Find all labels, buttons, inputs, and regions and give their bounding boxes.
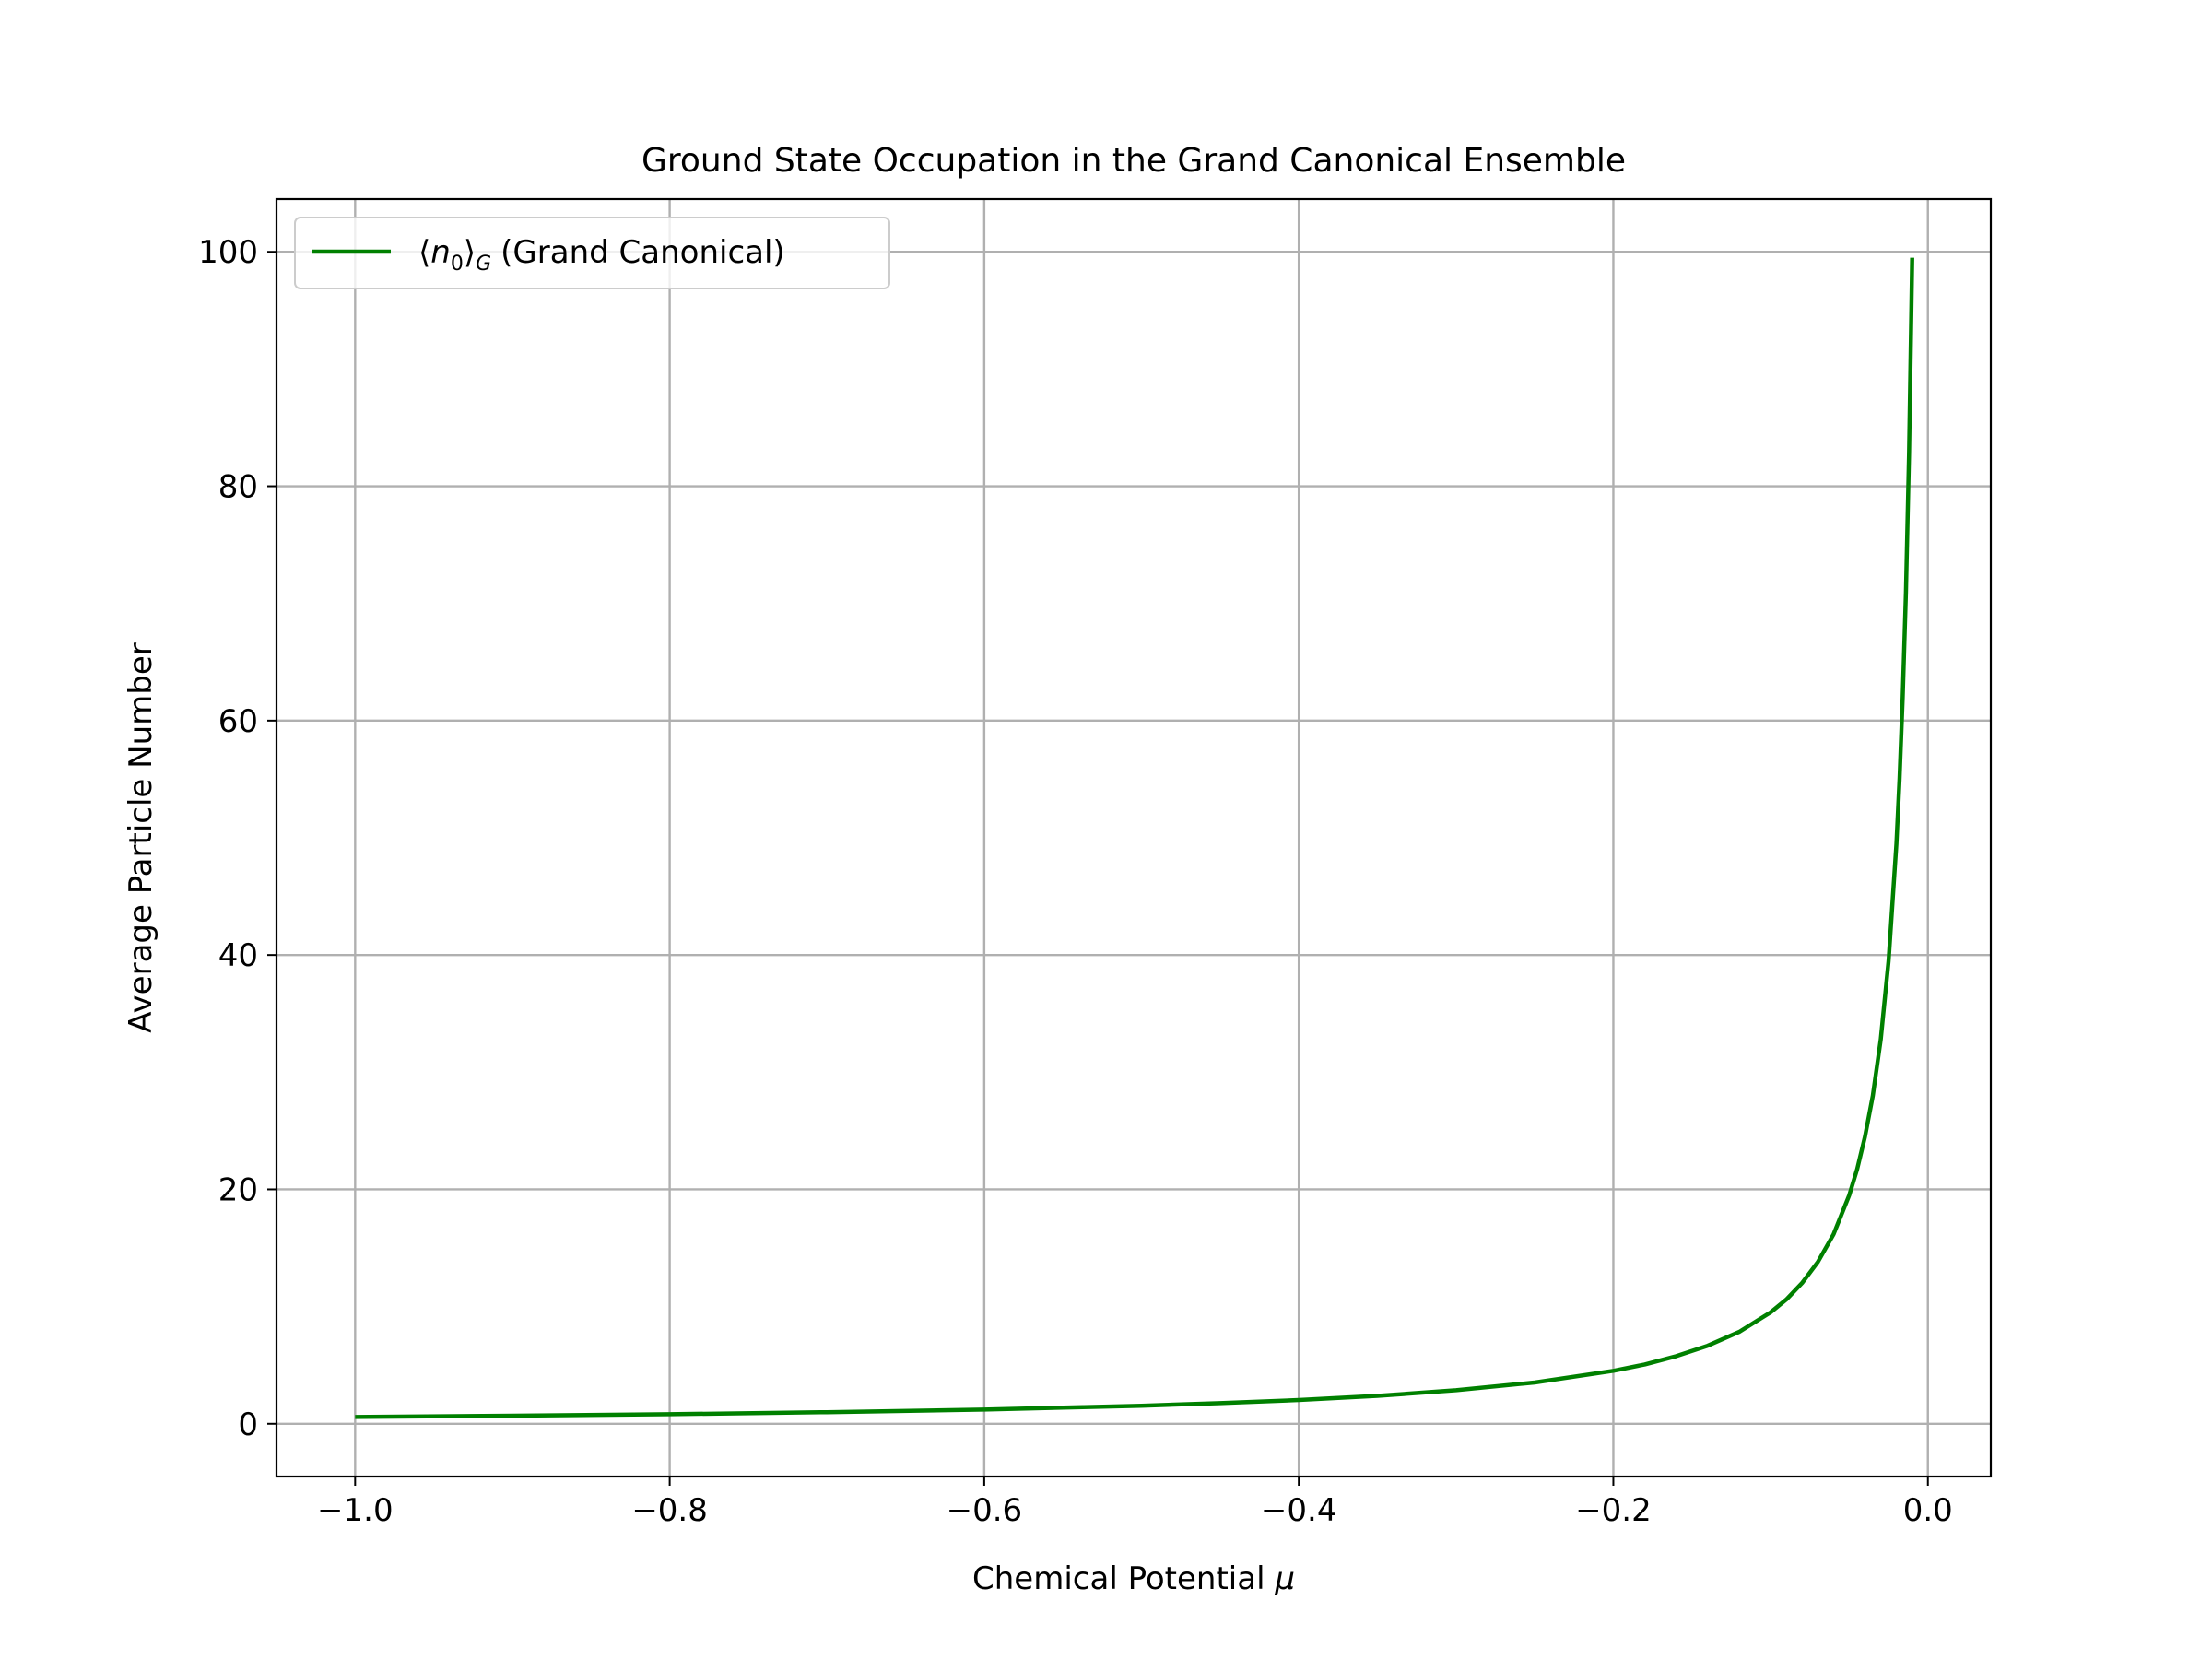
y-tick-label: 80	[218, 469, 258, 506]
x-tick-label: 0.0	[1903, 1492, 1953, 1529]
series-layer	[355, 257, 1914, 1419]
y-axis-label: Average Particle Number	[123, 642, 159, 1032]
x-tick-label: −0.2	[1575, 1492, 1652, 1529]
grid	[276, 199, 1991, 1477]
x-tick-label: −0.4	[1261, 1492, 1337, 1529]
legend: ⟨n0⟩G (Grand Canonical)	[294, 217, 890, 289]
y-axis: 0 20 40 60 80 100	[198, 234, 276, 1443]
series-line	[355, 257, 1914, 1419]
x-axis-label: Chemical Potential μ	[972, 1560, 1295, 1597]
y-tick-label: 40	[218, 937, 258, 974]
y-tick-label: 60	[218, 703, 258, 740]
y-tick-label: 20	[218, 1171, 258, 1208]
chart-title: Ground State Occupation in the Grand Can…	[641, 142, 1626, 180]
x-tick-label: −0.6	[947, 1492, 1023, 1529]
y-tick-label: 0	[238, 1406, 258, 1443]
x-tick-label: −1.0	[317, 1492, 394, 1529]
legend-box	[294, 217, 890, 289]
plot-frame	[275, 197, 1993, 1478]
y-tick-label: 100	[198, 234, 258, 271]
x-tick-label: −0.8	[631, 1492, 708, 1529]
x-axis: −1.0 −0.8 −0.6 −0.4 −0.2 0.0	[317, 1477, 1953, 1529]
legend-label: ⟨n0⟩G (Grand Canonical)	[418, 234, 785, 276]
